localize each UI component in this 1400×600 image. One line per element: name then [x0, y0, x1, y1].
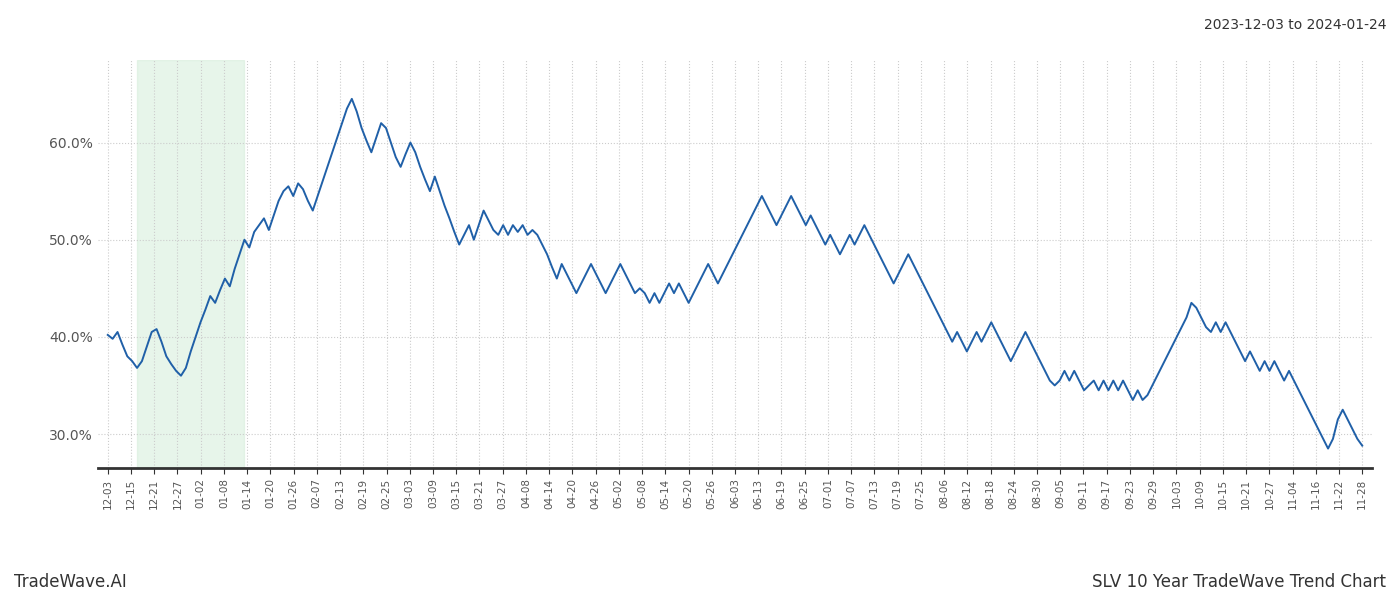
- Text: 2023-12-03 to 2024-01-24: 2023-12-03 to 2024-01-24: [1204, 18, 1386, 32]
- Bar: [137, 60, 245, 468]
- Text: SLV 10 Year TradeWave Trend Chart: SLV 10 Year TradeWave Trend Chart: [1092, 573, 1386, 591]
- Text: TradeWave.AI: TradeWave.AI: [14, 573, 127, 591]
